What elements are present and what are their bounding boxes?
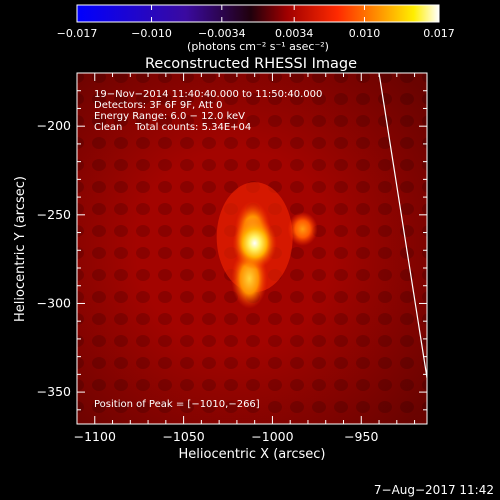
annotation-detectors: Detectors: 3F 6F 9F, Att 0 [94,100,222,111]
colorbar-tick-label: −0.010 [131,27,172,40]
colorbar [76,4,440,23]
chart-title: Reconstructed RHESSI Image [145,56,357,72]
peak-position-label: Position of Peak = [−1010,−266] [94,399,260,410]
y-tick-label: −350 [37,384,71,399]
x-axis-label: Heliocentric X (arcsec) [179,447,326,462]
colorbar-tick-label: 0.0034 [275,27,314,40]
y-tick-labels: −200 −250 −300 −350 [37,118,71,399]
sources [216,182,318,309]
colorbar-tick-label: −0.0034 [198,27,246,40]
y-axis-label: Heliocentric Y (arcsec) [13,176,28,322]
colorbar-tick-label: −0.017 [57,27,98,40]
x-tick-label: −950 [344,429,378,444]
colorbar-tick-label: 0.010 [349,27,381,40]
image-area [77,73,427,424]
annotation-energy-range: Energy Range: 6.0 − 12.0 keV [94,111,245,122]
solar-limb [378,73,427,379]
colorbar-ticks [76,5,440,22]
x-tick-label: −1100 [74,429,116,444]
x-tick-label: −1050 [162,429,204,444]
colorbar-tick-labels: −0.017 −0.010 −0.0034 0.0034 0.010 0.017 [57,27,455,40]
x-tick-labels: −1100 −1050 −1000 −950 [74,429,379,444]
annotation-time-range: 19−Nov−2014 11:40:40.000 to 11:50:40.000 [94,89,322,100]
source-main [232,217,277,270]
x-tick-label: −1000 [251,429,293,444]
y-axis-ticks [77,72,427,411]
colorbar-units-label: (photons cm⁻² s⁻¹ asec⁻²) [187,40,329,53]
x-axis-ticks [76,73,416,424]
y-tick-label: −200 [37,118,71,133]
colorbar-tick-label: 0.017 [423,27,455,40]
source-weak [287,212,318,246]
footer-date: 7−Aug−2017 11:42 [374,483,494,497]
annotation-clean-counts: Clean Total counts: 5.34E+04 [94,122,251,133]
y-tick-label: −300 [37,295,71,310]
y-tick-label: −250 [37,207,71,222]
plot-frame [76,72,428,425]
